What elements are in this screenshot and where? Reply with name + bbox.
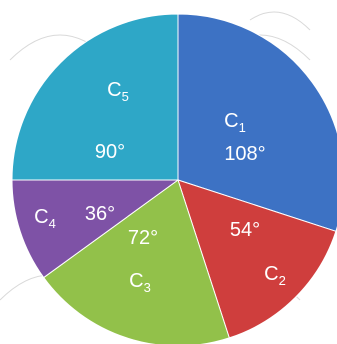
pie-slice-c4 bbox=[11, 179, 180, 279]
slice-name-label: C3 bbox=[129, 270, 151, 295]
slice-name-label: C1 bbox=[224, 110, 246, 135]
pie-slice-c2 bbox=[177, 179, 337, 339]
slice-name-label: C5 bbox=[107, 79, 129, 104]
pie-slice-c5 bbox=[11, 13, 179, 181]
slice-value-label: 108° bbox=[224, 143, 265, 165]
pie-slice-c3 bbox=[43, 179, 230, 344]
pie-slice-c1 bbox=[177, 13, 337, 232]
slice-name-label: C4 bbox=[34, 206, 56, 231]
slice-value-label: 90° bbox=[95, 141, 125, 163]
slice-value-label: 54° bbox=[230, 219, 260, 241]
pie-slices bbox=[11, 13, 337, 344]
slice-value-label: 36° bbox=[85, 203, 115, 225]
slice-name-label: C2 bbox=[264, 263, 286, 288]
slice-value-label: 72° bbox=[128, 227, 158, 249]
